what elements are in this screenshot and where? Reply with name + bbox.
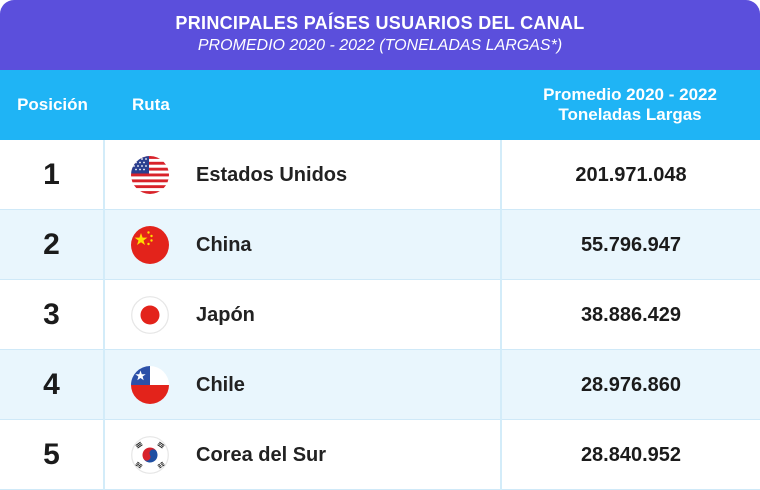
title-bar: PRINCIPALES PAÍSES USUARIOS DEL CANAL PR… xyxy=(0,0,760,70)
header-value-line2: Toneladas Largas xyxy=(558,105,702,124)
row-country: Japón xyxy=(196,303,255,326)
row-value: 55.796.947 xyxy=(500,210,760,280)
row-value: 28.976.860 xyxy=(500,350,760,420)
header-value-line1: Promedio 2020 - 2022 xyxy=(543,85,717,104)
row-position: 5 xyxy=(0,420,105,490)
table-row: 1 xyxy=(0,140,760,210)
table-row: 4 Chile 28.976.860 xyxy=(0,350,760,420)
table-body: 1 xyxy=(0,140,760,490)
table-row: 2 China 55.796.947 xyxy=(0,210,760,280)
row-position: 1 xyxy=(0,140,105,210)
chart-subtitle: PROMEDIO 2020 - 2022 (TONELADAS LARGAS*) xyxy=(197,37,563,54)
header-position: Posición xyxy=(17,95,88,114)
row-position: 2 xyxy=(0,210,105,280)
row-position: 4 xyxy=(0,350,105,420)
south-korea-flag-icon xyxy=(131,436,169,474)
header-route: Ruta xyxy=(132,95,170,114)
row-value: 38.886.429 xyxy=(500,280,760,350)
table-row: 3 Japón 38.886.429 xyxy=(0,280,760,350)
row-position: 3 xyxy=(0,280,105,350)
chile-flag-icon xyxy=(131,366,169,404)
japan-flag-icon xyxy=(131,296,169,334)
usa-flag-icon xyxy=(131,156,169,194)
header-value: Promedio 2020 - 2022 Toneladas Largas xyxy=(500,70,760,140)
table-header: Posición Ruta Promedio 2020 - 2022 Tonel… xyxy=(0,70,760,140)
chart-title: PRINCIPALES PAÍSES USUARIOS DEL CANAL xyxy=(175,13,585,33)
china-flag-icon xyxy=(131,226,169,264)
row-country: Chile xyxy=(196,373,245,396)
row-country: Estados Unidos xyxy=(196,163,348,186)
row-country: Corea del Sur xyxy=(196,443,327,466)
row-value: 201.971.048 xyxy=(500,140,760,210)
table-row: 5 Corea del Sur 28.840.952 xyxy=(0,420,760,490)
row-country: China xyxy=(196,233,252,256)
row-value: 28.840.952 xyxy=(500,420,760,490)
